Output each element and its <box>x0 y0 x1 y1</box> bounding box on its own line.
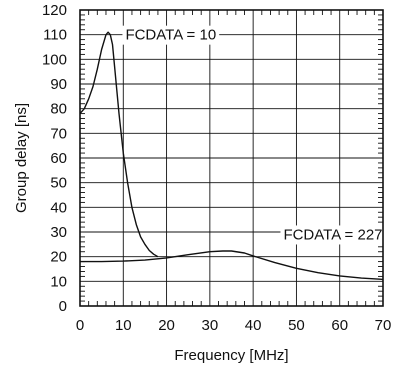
plot-frame <box>79 9 384 307</box>
y-tick-label: 10 <box>50 273 67 290</box>
x-tick-label: 50 <box>288 317 305 334</box>
y-tick-labels: 0 10 20 30 40 50 60 70 80 90 100 110 120 <box>42 2 67 315</box>
x-tick-label: 60 <box>331 317 348 334</box>
annotation-box <box>122 25 220 45</box>
y-tick-label: 50 <box>50 175 67 192</box>
x-axis-title: Frequency [MHz] <box>174 347 288 364</box>
x-tick-label: 40 <box>245 317 262 334</box>
y-tick-label: 70 <box>50 125 67 142</box>
series-layer <box>79 31 384 281</box>
annotations: FCDATA = 10 FCDATA = 227 <box>122 25 386 245</box>
minor-ticks <box>80 10 383 306</box>
y-tick-label: 80 <box>50 101 67 118</box>
series-line-2 <box>80 250 384 281</box>
y-tick-label: 100 <box>42 51 67 68</box>
x-tick-label: 10 <box>115 317 132 334</box>
series-line-1 <box>79 31 159 258</box>
x-tick-labels: 0 10 20 30 40 50 60 70 <box>76 317 392 334</box>
y-tick-label: 120 <box>42 2 67 19</box>
series-annotation-1: FCDATA = 10 <box>125 27 216 44</box>
y-tick-label: 0 <box>59 298 67 315</box>
series-annotation-2: FCDATA = 227 <box>283 226 382 243</box>
x-tick-label: 20 <box>158 317 175 334</box>
x-tick-label: 30 <box>202 317 219 334</box>
annotation-box <box>280 225 386 245</box>
x-tick-label: 0 <box>76 317 84 334</box>
x-tick-label: 70 <box>375 317 392 334</box>
y-axis-title: Group delay [ns] <box>13 103 30 213</box>
y-tick-label: 110 <box>43 27 67 44</box>
y-tick-label: 90 <box>50 76 67 93</box>
y-tick-label: 30 <box>50 224 67 241</box>
y-tick-label: 40 <box>50 199 67 216</box>
y-tick-label: 60 <box>50 150 67 167</box>
y-tick-label: 20 <box>50 249 67 266</box>
